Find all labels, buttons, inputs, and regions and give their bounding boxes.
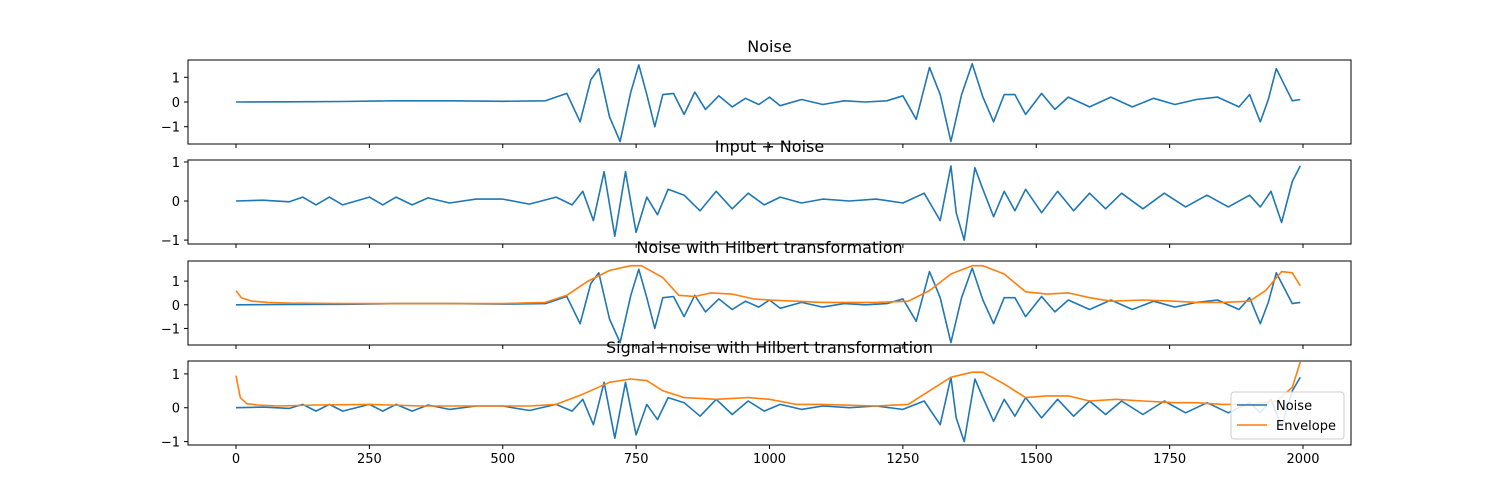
x-tick-label: 1000 (753, 452, 786, 467)
subplot-title: Signal+noise with Hilbert transformation (606, 338, 933, 357)
y-tick-label: 0 (172, 299, 180, 314)
x-tick-label: 250 (357, 452, 382, 467)
subplot-1: 1 0 −1 Noise (161, 37, 1352, 148)
legend: Noise Envelope (1230, 391, 1345, 440)
subplot-title: Noise (747, 37, 791, 56)
x-tick-label: 1250 (886, 452, 919, 467)
noise-line-4-0 (235, 376, 1301, 443)
y-tick-label: 1 (172, 368, 180, 383)
x-tick-label: 1500 (1020, 452, 1053, 467)
series-line-2-0 (235, 165, 1302, 241)
y-tick-label: 0 (172, 402, 180, 417)
y-tick-label: −1 (161, 234, 180, 249)
subplot-3: 1 0 −1 Noise with Hilbert transformation (161, 238, 1352, 349)
x-tick-label: 2000 (1286, 452, 1319, 467)
y-tick-label: 0 (172, 96, 180, 111)
y-tick-label: 1 (172, 156, 180, 171)
legend-box (1230, 391, 1345, 440)
y-tick-label: 0 (172, 195, 180, 210)
y-tick-label: 1 (172, 71, 180, 86)
x-tick-label: 0 (232, 452, 240, 467)
subplot-4: 1 0 −1 0 250 500 750 1000 1250 1500 1750 2000 Signal… (161, 338, 1352, 467)
x-tick-label: 750 (624, 452, 649, 467)
subplot-title: Noise with Hilbert transformation (636, 238, 902, 257)
legend-label: Noise (1276, 399, 1312, 414)
x-tick-label: 1750 (1153, 452, 1186, 467)
y-tick-label: −1 (161, 436, 180, 451)
envelope-line-3-1 (235, 264, 1301, 305)
legend-label: Envelope (1276, 419, 1336, 434)
x-tick-label: 500 (490, 452, 515, 467)
envelope-line-4-1 (235, 361, 1302, 407)
subplot-2: 1 0 −1 Input + Noise (161, 137, 1352, 249)
y-tick-label: −1 (161, 322, 180, 337)
y-tick-label: 1 (172, 275, 180, 290)
series-line-1-0 (235, 62, 1301, 143)
subplot-title: Input + Noise (715, 137, 824, 156)
noise-line-3-0 (235, 267, 1301, 344)
y-tick-label: −1 (161, 121, 180, 136)
